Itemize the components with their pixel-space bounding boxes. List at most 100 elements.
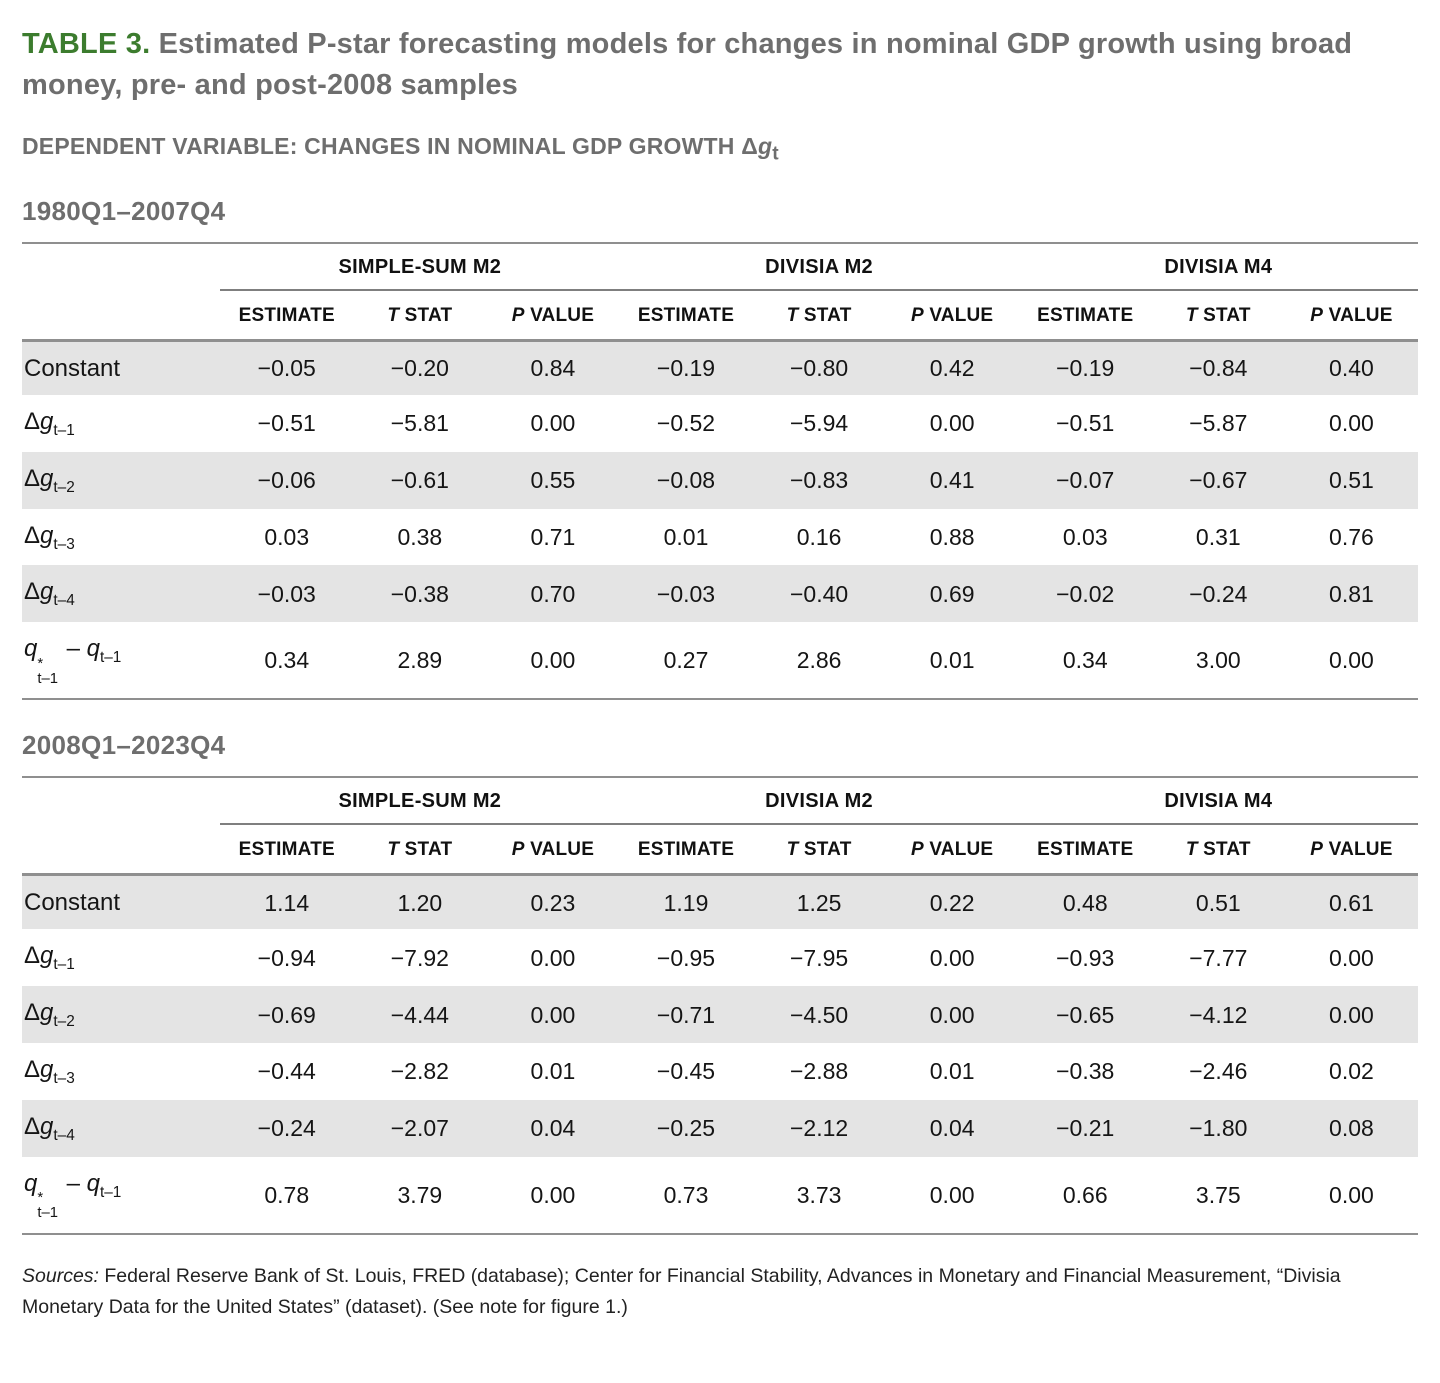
column-header-estimate: ESTIMATE: [619, 289, 753, 342]
table-row: Δgt–2 −0.06 −0.61 0.55 −0.08 −0.83 0.41 −0.07 −0…: [22, 451, 1418, 509]
table-cell: −0.24: [1189, 580, 1248, 607]
table-cell: 0.00: [929, 410, 975, 437]
table-cell: 1.25: [796, 889, 842, 916]
row-label: Δgt–2: [24, 464, 75, 496]
table-cell: −0.69: [257, 1001, 316, 1028]
group-header-divisia-m4: DIVISIA M4: [1018, 242, 1418, 291]
table-cell: 0.42: [929, 355, 975, 382]
group-header-divisia-m2: DIVISIA M2: [619, 777, 1019, 826]
table-cell: 0.34: [1062, 647, 1108, 674]
table-cell: −0.40: [789, 580, 849, 607]
column-header-tstat: T STAT: [752, 289, 886, 342]
column-header-tstat: T STAT: [353, 289, 487, 342]
table-cell: 0.08: [1329, 1115, 1374, 1142]
dependent-variable-heading: DEPENDENT VARIABLE: CHANGES IN NOMINAL G…: [22, 133, 779, 165]
column-header-estimate: ESTIMATE: [1018, 289, 1152, 342]
column-header-estimate: ESTIMATE: [1018, 824, 1152, 877]
table-cell: −1.80: [1189, 1115, 1248, 1142]
column-header-tstat: T STAT: [353, 824, 487, 877]
table-cell: 0.02: [1329, 1058, 1374, 1085]
table-cell: 0.51: [1329, 467, 1374, 494]
table-cell: −2.07: [390, 1115, 449, 1142]
corner-cell: [22, 289, 221, 342]
table-row: Δgt–1 −0.51 −5.81 0.00 −0.52 −5.94 0.00 −0.51 −5…: [22, 395, 1418, 452]
table-title: TABLE 3. Estimated P-star forecasting mo…: [22, 24, 1418, 106]
table-cell: −0.25: [656, 1115, 716, 1142]
table-cell: 0.22: [929, 889, 975, 916]
sources-note: Sources: Federal Reserve Bank of St. Lou…: [22, 1261, 1418, 1323]
table-cell: 0.71: [530, 523, 576, 550]
table-cell: 1.14: [264, 889, 310, 916]
column-header-estimate: ESTIMATE: [619, 824, 753, 877]
group-header-divisia-m2: DIVISIA M2: [619, 242, 1019, 291]
table-cell: −0.61: [390, 467, 449, 494]
row-label: q * t–1 – qt–1: [24, 635, 122, 687]
table-cell: 3.79: [397, 1181, 443, 1208]
table-cell: 0.00: [929, 1181, 975, 1208]
results-table-pre2008: SIMPLE-SUM M2 DIVISIA M2 DIVISIA M4 ESTI…: [22, 241, 1418, 701]
table-cell: 0.55: [530, 467, 576, 494]
table-cell: −0.83: [789, 467, 849, 494]
column-header-pvalue: P VALUE: [486, 824, 620, 877]
table-cell: −0.19: [1056, 355, 1115, 382]
table-cell: 0.03: [1062, 523, 1108, 550]
table-cell: −0.80: [789, 355, 849, 382]
row-label: Δgt–1: [24, 407, 75, 439]
table-cell: −7.95: [789, 944, 849, 971]
table-cell: 0.34: [264, 647, 310, 674]
table-cell: 0.51: [1195, 889, 1241, 916]
column-header-estimate: ESTIMATE: [220, 289, 354, 342]
table-cell: 2.89: [397, 647, 443, 674]
sources-label: Sources:: [22, 1264, 99, 1287]
column-header-tstat: T STAT: [1151, 289, 1285, 342]
table-cell: 0.03: [264, 523, 310, 550]
table-cell: −2.88: [789, 1058, 849, 1085]
table-row: Δgt–3 −0.44 −2.82 0.01 −0.45 −2.88 0.01 −0.38 −2…: [22, 1043, 1418, 1100]
table-row: Δgt–4 −0.03 −0.38 0.70 −0.03 −0.40 0.69 −0.02 −0…: [22, 565, 1418, 623]
column-header-pvalue: P VALUE: [1284, 289, 1418, 342]
table-cell: 3.00: [1195, 647, 1241, 674]
row-label: Δgt–4: [24, 578, 75, 610]
table-cell: 0.84: [530, 355, 576, 382]
table-cell: 0.00: [1329, 1001, 1374, 1028]
table-cell: −0.38: [390, 580, 449, 607]
table-title-text: Estimated P-star forecasting models for …: [22, 28, 1353, 102]
table-cell: 0.23: [530, 889, 576, 916]
table-cell: −0.71: [656, 1001, 716, 1028]
table-body-pre2008: Constant −0.05 −0.20 0.84 −0.19 −0.80 0.42 −0.1…: [22, 340, 1418, 699]
table-cell: 0.69: [929, 580, 975, 607]
sources-text: Federal Reserve Bank of St. Louis, FRED …: [22, 1264, 1341, 1319]
table-cell: −0.44: [257, 1058, 316, 1085]
row-label: q * t–1 – qt–1: [24, 1169, 122, 1221]
table-cell: 0.01: [929, 1058, 975, 1085]
row-label: Δgt–1: [24, 942, 75, 974]
table-cell: 0.00: [1329, 944, 1374, 971]
table-cell: −4.12: [1189, 1001, 1248, 1028]
table-cell: 0.00: [1329, 410, 1374, 437]
table-cell: −0.03: [257, 580, 316, 607]
table-cell: −0.21: [1056, 1115, 1115, 1142]
table-cell: 0.00: [530, 1001, 576, 1028]
table-row: Constant −0.05 −0.20 0.84 −0.19 −0.80 0.42 −0.1…: [22, 340, 1418, 395]
table-cell: 0.00: [1329, 1181, 1374, 1208]
group-header-simple-sum-m2: SIMPLE-SUM M2: [220, 242, 620, 291]
table-cell: 0.40: [1329, 355, 1374, 382]
group-header-simple-sum-m2: SIMPLE-SUM M2: [220, 777, 620, 826]
table-cell: 0.00: [530, 647, 576, 674]
table-cell: 0.78: [264, 1181, 310, 1208]
row-label: Δgt–3: [24, 1055, 75, 1087]
table-cell: −0.93: [1056, 944, 1115, 971]
table-cell: 0.88: [929, 523, 975, 550]
row-label: Constant: [24, 889, 121, 917]
group-header-divisia-m4: DIVISIA M4: [1018, 777, 1418, 826]
table-cell: −0.05: [257, 355, 316, 382]
column-header-estimate: ESTIMATE: [220, 824, 354, 877]
table-cell: −5.94: [789, 410, 849, 437]
table-cell: −7.77: [1189, 944, 1248, 971]
table-cell: 1.19: [663, 889, 709, 916]
table-cell: 0.00: [1329, 647, 1374, 674]
table-row: Δgt–1 −0.94 −7.92 0.00 −0.95 −7.95 0.00 −0.93 −7…: [22, 929, 1418, 986]
table-cell: −0.52: [656, 410, 716, 437]
table-row: Constant 1.14 1.20 0.23 1.19 1.25 0.22 0.48 0.51…: [22, 874, 1418, 930]
